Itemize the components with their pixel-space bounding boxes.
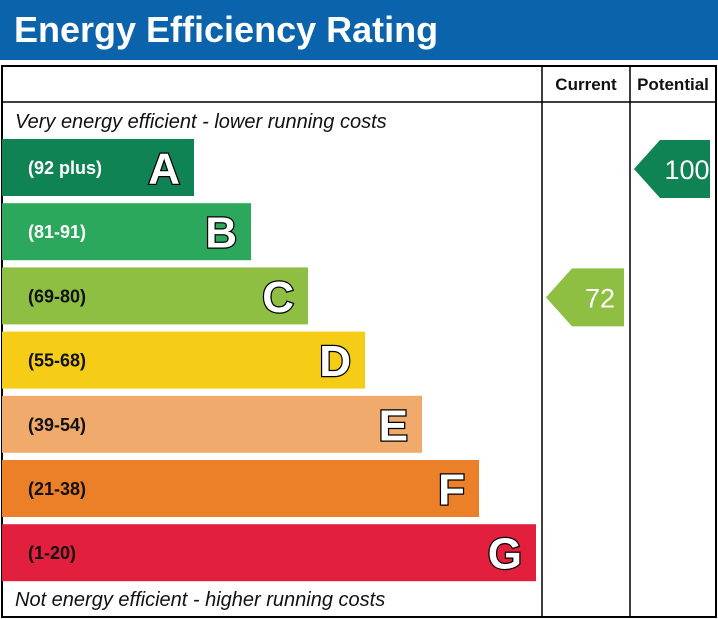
band-c-range: (69-80) <box>28 286 86 306</box>
band-b-letter: B <box>205 209 237 258</box>
band-g-letter: G <box>488 530 522 579</box>
band-c-bar <box>2 267 308 325</box>
band-f-bar <box>2 460 479 517</box>
top-caption: Very energy efficient - lower running co… <box>15 111 387 133</box>
band-f-range: (21-38) <box>28 479 86 499</box>
header-bar: Energy Efficiency Rating <box>0 0 718 60</box>
column-header-current: Current <box>555 75 617 94</box>
band-a-letter: A <box>148 145 180 194</box>
chart-title: Energy Efficiency Rating <box>14 9 439 50</box>
band-g-bar <box>2 524 536 582</box>
potential-rating-value: 100 <box>664 155 709 185</box>
band-d-bar <box>2 331 365 389</box>
band-b-range: (81-91) <box>28 222 86 242</box>
band-d-letter: D <box>319 337 351 386</box>
bottom-caption: Not energy efficient - higher running co… <box>15 589 385 611</box>
band-c-letter: C <box>262 273 294 322</box>
band-a-range: (92 plus) <box>28 158 102 178</box>
potential-arrow <box>634 140 710 198</box>
band-a-bar <box>2 139 194 196</box>
band-b-bar <box>2 203 251 261</box>
current-rating-value: 72 <box>585 283 615 313</box>
band-e-range: (39-54) <box>28 415 86 435</box>
band-e-letter: E <box>379 401 408 450</box>
band-f-letter: F <box>438 466 465 515</box>
band-g-range: (1-20) <box>28 543 76 563</box>
column-header-potential: Potential <box>637 75 709 94</box>
current-arrow <box>546 268 624 327</box>
band-d-range: (55-68) <box>28 351 86 371</box>
band-e-bar <box>2 395 422 453</box>
